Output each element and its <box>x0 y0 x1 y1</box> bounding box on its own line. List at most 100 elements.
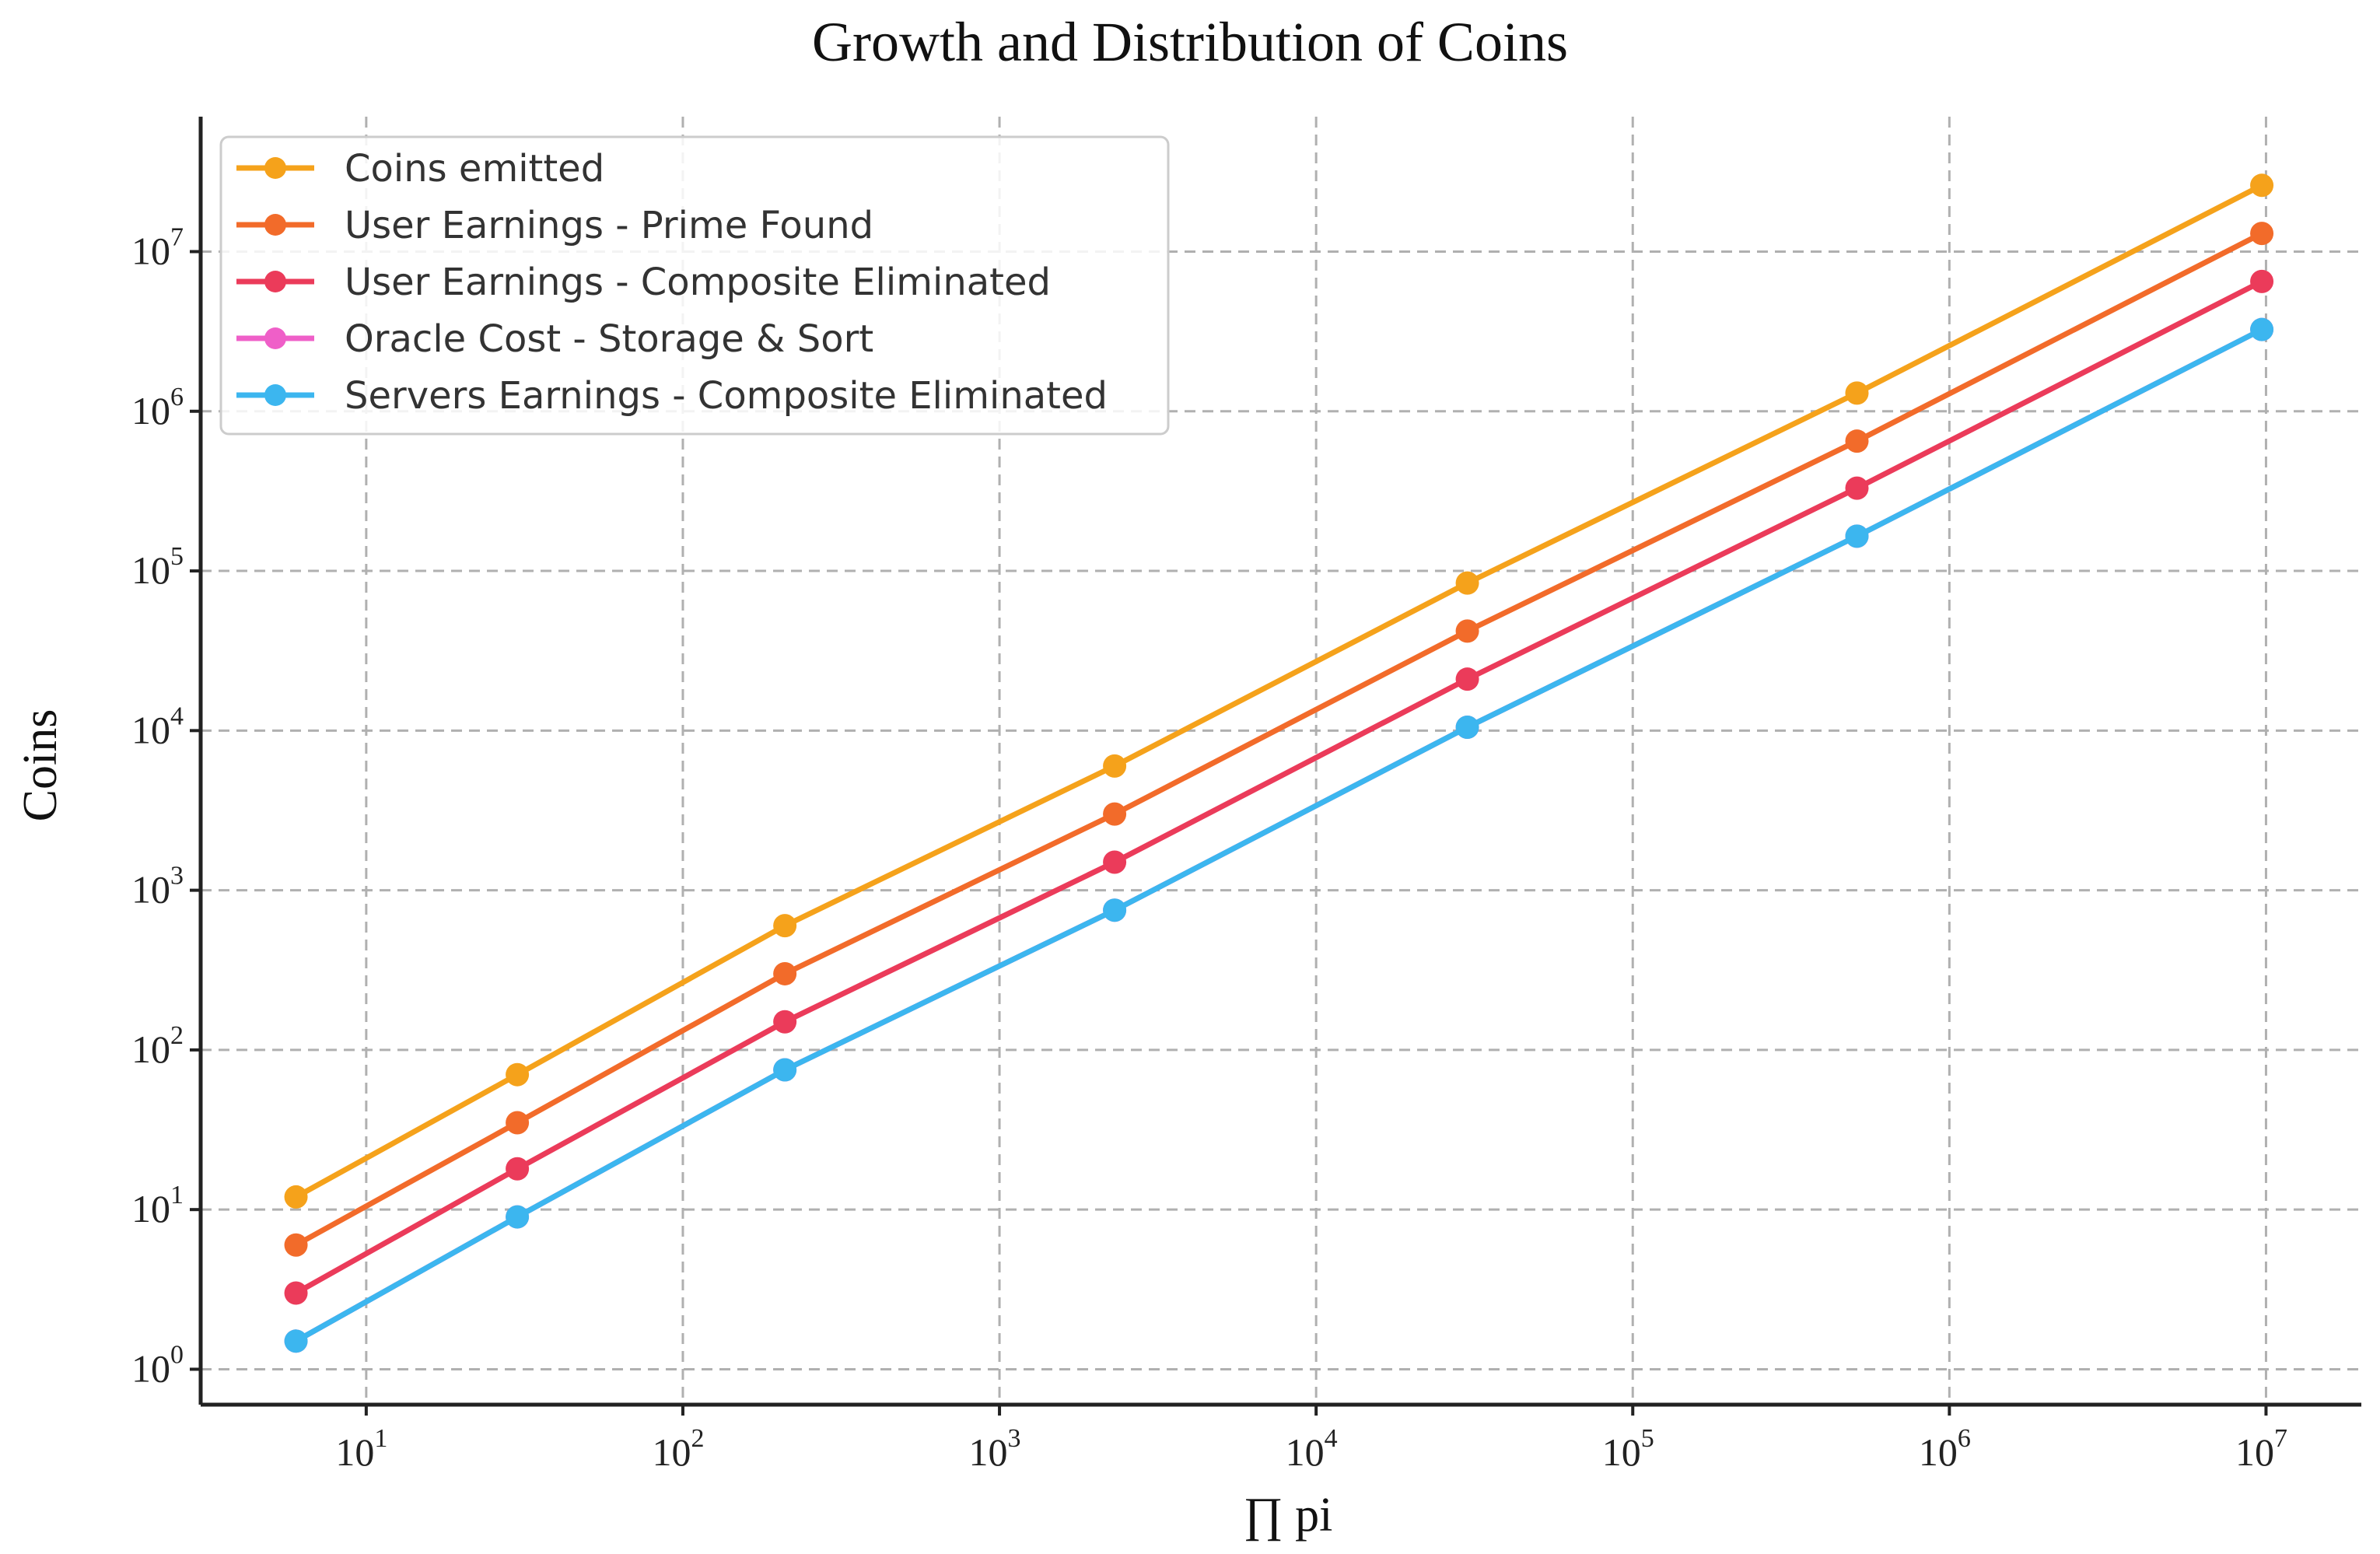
data-point <box>773 961 797 985</box>
legend-item: Servers Earnings - Composite Eliminated <box>236 374 1108 418</box>
legend-swatch-marker <box>264 157 286 179</box>
legend-label: Servers Earnings - Composite Eliminated <box>345 374 1108 418</box>
data-point <box>506 1111 530 1135</box>
x-tick-base: 10 <box>1286 1430 1325 1474</box>
legend-item: Oracle Cost - Storage & Sort <box>236 317 873 361</box>
legend-label: Oracle Cost - Storage & Sort <box>345 317 873 361</box>
x-tick-labels: 101 102 103 104 105 106 107 <box>335 1405 2287 1474</box>
x-tick-base: 10 <box>1919 1430 1958 1474</box>
data-point <box>1103 802 1127 826</box>
y-tick-base: 10 <box>131 708 170 751</box>
x-tick-exponent: 1 <box>374 1424 387 1453</box>
series-4 <box>284 317 2274 1353</box>
series <box>284 173 2274 1353</box>
data-point <box>506 1205 530 1229</box>
data-point <box>1455 571 1479 595</box>
data-point <box>1455 667 1479 691</box>
legend-swatch-marker <box>264 214 286 236</box>
data-point <box>1455 715 1479 739</box>
series-line <box>294 327 2263 1344</box>
data-point <box>1845 476 1869 500</box>
x-axis-label: ∏ pi <box>1244 1489 1333 1542</box>
series-2 <box>284 269 2274 1305</box>
legend-label: Coins emitted <box>345 147 604 191</box>
y-tick-exponent: 7 <box>170 222 184 251</box>
data-point <box>2250 222 2274 246</box>
axes <box>198 117 2361 1407</box>
data-point <box>284 1281 308 1305</box>
x-tick-label: 102 <box>652 1424 704 1474</box>
legend-label: User Earnings - Composite Eliminated <box>345 261 1051 304</box>
data-point <box>1845 524 1869 548</box>
y-tick-label: 105 <box>131 542 184 592</box>
data-point <box>1103 850 1127 874</box>
y-tick-label: 106 <box>131 383 184 432</box>
y-tick-base: 10 <box>131 389 170 432</box>
y-tick-label: 107 <box>131 222 184 272</box>
legend-item: User Earnings - Composite Eliminated <box>236 261 1051 304</box>
x-tick-base: 10 <box>1602 1430 1641 1474</box>
y-tick-exponent: 5 <box>170 542 184 571</box>
y-tick-base: 10 <box>131 548 170 592</box>
y-tick-exponent: 1 <box>170 1181 184 1209</box>
data-point <box>773 1058 797 1082</box>
x-tick-label: 105 <box>1602 1424 1654 1474</box>
data-point <box>284 1233 308 1257</box>
data-point <box>1845 429 1869 453</box>
legend: Coins emitted User Earnings - Prime Found… <box>219 135 1170 436</box>
x-tick-label: 106 <box>1919 1424 1971 1474</box>
data-point <box>773 1010 797 1034</box>
legend-box <box>219 135 1170 436</box>
x-tick-base: 10 <box>969 1430 1008 1474</box>
legend-item: Coins emitted <box>236 147 604 191</box>
data-point <box>1845 381 1869 405</box>
data-point <box>1103 754 1127 778</box>
y-tick-base: 10 <box>131 229 170 272</box>
x-tick-base: 10 <box>652 1430 691 1474</box>
x-tick-label: 104 <box>1286 1424 1338 1474</box>
y-tick-exponent: 2 <box>170 1021 184 1050</box>
x-tick-exponent: 7 <box>2274 1424 2287 1453</box>
y-tick-exponent: 4 <box>170 702 184 730</box>
y-tick-base: 10 <box>131 1027 170 1071</box>
series-0 <box>284 173 2274 1209</box>
y-tick-exponent: 3 <box>170 862 184 891</box>
y-tick-base: 10 <box>131 1187 170 1230</box>
legend-label: User Earnings - Prime Found <box>345 204 873 247</box>
legend-swatch-marker <box>264 384 286 406</box>
data-point <box>1455 619 1479 643</box>
series-1 <box>284 222 2274 1257</box>
x-tick-label: 101 <box>335 1424 387 1474</box>
x-tick-label: 107 <box>2235 1424 2287 1474</box>
y-tick-label: 104 <box>131 702 184 751</box>
x-tick-base: 10 <box>335 1430 374 1474</box>
legend-swatch-marker <box>264 327 286 349</box>
legend-item: User Earnings - Prime Found <box>236 204 873 247</box>
x-tick-exponent: 5 <box>1641 1424 1654 1453</box>
x-tick-base: 10 <box>2235 1430 2274 1474</box>
y-tick-exponent: 0 <box>170 1340 184 1369</box>
y-tick-base: 10 <box>131 868 170 912</box>
x-tick-exponent: 6 <box>1958 1424 1971 1453</box>
data-point <box>284 1185 308 1209</box>
data-point <box>506 1062 530 1087</box>
y-tick-label: 103 <box>131 862 184 912</box>
data-point <box>506 1157 530 1181</box>
y-tick-base: 10 <box>131 1346 170 1390</box>
data-point <box>773 914 797 938</box>
y-axis-label: Coins <box>14 709 67 822</box>
legend-swatch-marker <box>264 271 286 292</box>
x-tick-exponent: 3 <box>1008 1424 1021 1453</box>
y-tick-label: 102 <box>131 1021 184 1071</box>
y-tick-exponent: 6 <box>170 383 184 411</box>
data-point <box>284 1329 308 1353</box>
x-tick-exponent: 2 <box>691 1424 704 1453</box>
y-tick-label: 101 <box>131 1181 184 1230</box>
x-tick-label: 103 <box>969 1424 1021 1474</box>
data-point <box>2250 173 2274 198</box>
data-point <box>1103 898 1127 922</box>
data-point <box>2250 317 2274 341</box>
chart-title: Growth and Distribution of Coins <box>812 11 1568 73</box>
